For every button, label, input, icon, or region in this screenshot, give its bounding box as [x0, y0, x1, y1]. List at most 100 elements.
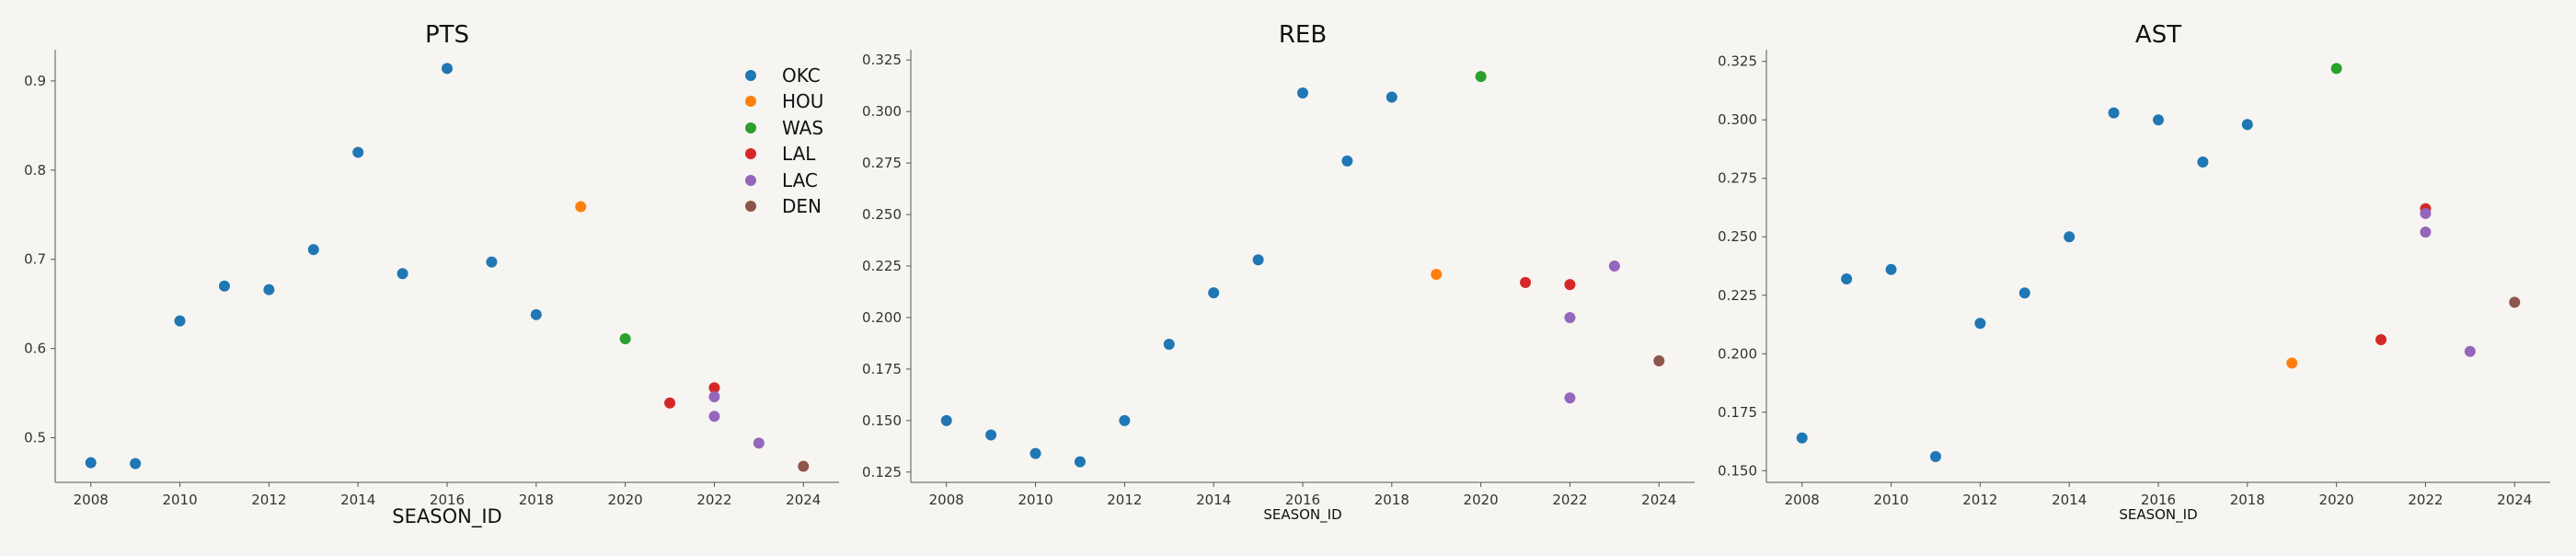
data-point-okc	[1929, 451, 1941, 463]
x-tick-label: 2018	[2230, 492, 2265, 508]
data-point-lac	[708, 411, 720, 423]
data-point-hou	[575, 201, 587, 213]
y-tick-label: 0.250	[1718, 228, 1757, 245]
legend-label-hou: HOU	[782, 90, 823, 112]
data-point-den	[798, 460, 810, 472]
panel-ast-xlabel: SEASON_ID	[2119, 506, 2197, 524]
data-point-lac	[1564, 392, 1576, 404]
panel-ast-title: AST	[2135, 21, 2181, 49]
data-point-was	[1475, 71, 1487, 83]
data-point-lal	[1520, 276, 1532, 288]
legend-label-was: WAS	[782, 117, 823, 139]
data-point-was	[619, 332, 631, 344]
panel-pts: 2008 2010 2012 2014 2016 2018 2020 2022 2024 0.5 0…	[24, 50, 839, 508]
data-point-lac	[1608, 261, 1620, 272]
data-point-was	[2330, 63, 2342, 75]
data-point-okc	[1841, 272, 1853, 284]
y-tick-label: 0.175	[1718, 404, 1757, 421]
legend-marker-lac	[745, 175, 756, 186]
y-tick-label: 0.250	[862, 206, 902, 223]
data-point-okc	[2064, 231, 2076, 243]
x-tick-label: 2008	[929, 492, 964, 508]
data-point-okc	[2018, 287, 2030, 299]
data-point-lal	[1564, 279, 1576, 291]
data-point-okc	[1163, 339, 1175, 351]
panel-reb-title: REB	[1279, 21, 1327, 49]
data-point-okc	[1974, 318, 1986, 330]
x-tick-label: 2012	[1962, 492, 1997, 508]
data-point-okc	[1252, 254, 1264, 266]
legend-label-den: DEN	[782, 195, 822, 217]
data-point-okc	[940, 414, 952, 426]
data-point-okc	[85, 457, 97, 469]
data-point-lac	[2464, 345, 2476, 357]
data-point-lac	[1564, 311, 1576, 323]
data-point-okc	[1208, 287, 1220, 299]
x-tick-label: 2022	[2408, 492, 2443, 508]
x-tick-label: 2024	[2497, 492, 2532, 508]
data-point-okc	[218, 280, 230, 292]
panel-reb-xlabel: SEASON_ID	[1263, 506, 1341, 524]
y-tick-label: 0.6	[24, 341, 46, 357]
data-point-okc	[307, 244, 319, 256]
x-tick-label: 2010	[1873, 492, 1908, 508]
x-tick-label: 2010	[1018, 492, 1052, 508]
x-tick-label: 2010	[162, 492, 197, 508]
data-point-okc	[1119, 414, 1131, 426]
data-point-okc	[1297, 87, 1308, 98]
data-point-okc	[486, 256, 498, 268]
legend-label-lac: LAC	[782, 169, 818, 191]
x-tick-label: 2014	[340, 492, 375, 508]
x-tick-label: 2024	[1641, 492, 1676, 508]
data-point-okc	[174, 315, 186, 327]
data-point-okc	[1029, 447, 1041, 459]
x-tick-label: 2018	[519, 492, 554, 508]
x-tick-label: 2014	[1196, 492, 1231, 508]
data-point-lac	[708, 390, 720, 402]
x-tick-label: 2020	[1464, 492, 1499, 508]
y-tick-label: 0.9	[24, 73, 46, 89]
data-point-okc	[2108, 107, 2120, 119]
legend-marker-den	[745, 201, 756, 212]
x-tick-label: 2012	[1107, 492, 1142, 508]
data-point-den	[2509, 296, 2521, 308]
panel-ast: 2008 2010 2012 2014 2016 2018 2020 2022 2024 0.15…	[1718, 50, 2550, 508]
y-tick-label: 0.7	[24, 251, 46, 268]
panel-pts-xlabel: SEASON_ID	[392, 505, 501, 528]
plot-layer: 2008 2010 2012 2014 2016 2018 2020 2022 2024 0.5 0…	[24, 50, 2550, 508]
x-tick-label: 2018	[1374, 492, 1409, 508]
data-point-okc	[442, 63, 453, 75]
x-tick-label: 2008	[1785, 492, 1820, 508]
data-point-okc	[352, 146, 364, 158]
data-point-lal	[664, 397, 676, 409]
y-tick-label: 0.150	[862, 412, 902, 429]
data-point-okc	[2153, 114, 2164, 126]
y-tick-label: 0.150	[1718, 462, 1757, 479]
y-tick-label: 0.5	[24, 430, 46, 446]
data-point-okc	[1074, 456, 1086, 468]
legend-marker-okc	[745, 70, 756, 81]
data-point-okc	[2241, 119, 2253, 131]
data-point-den	[1653, 354, 1665, 366]
legend-label-okc: OKC	[782, 64, 821, 87]
y-tick-label: 0.275	[862, 155, 902, 171]
x-tick-label: 2024	[786, 492, 821, 508]
data-point-lal	[708, 382, 720, 394]
legend: OKC HOU WAS LAL LAC DEN	[745, 64, 823, 217]
y-tick-label: 0.300	[1718, 111, 1757, 128]
panel-reb: 2008 2010 2012 2014 2016 2018 2020 2022 2024 0.12…	[862, 50, 1695, 508]
data-point-okc	[130, 458, 142, 469]
x-tick-label: 2012	[251, 492, 286, 508]
y-tick-label: 0.200	[862, 309, 902, 326]
x-tick-label: 2014	[2052, 492, 2087, 508]
data-point-lac	[2420, 207, 2432, 219]
x-tick-label: 2020	[2319, 492, 2354, 508]
y-tick-label: 0.325	[1718, 53, 1757, 70]
data-point-okc	[2197, 156, 2209, 168]
x-tick-label: 2016	[1285, 492, 1320, 508]
x-tick-label: 2016	[2141, 492, 2176, 508]
data-point-hou	[1431, 268, 1443, 280]
y-tick-label: 0.275	[1718, 170, 1757, 187]
